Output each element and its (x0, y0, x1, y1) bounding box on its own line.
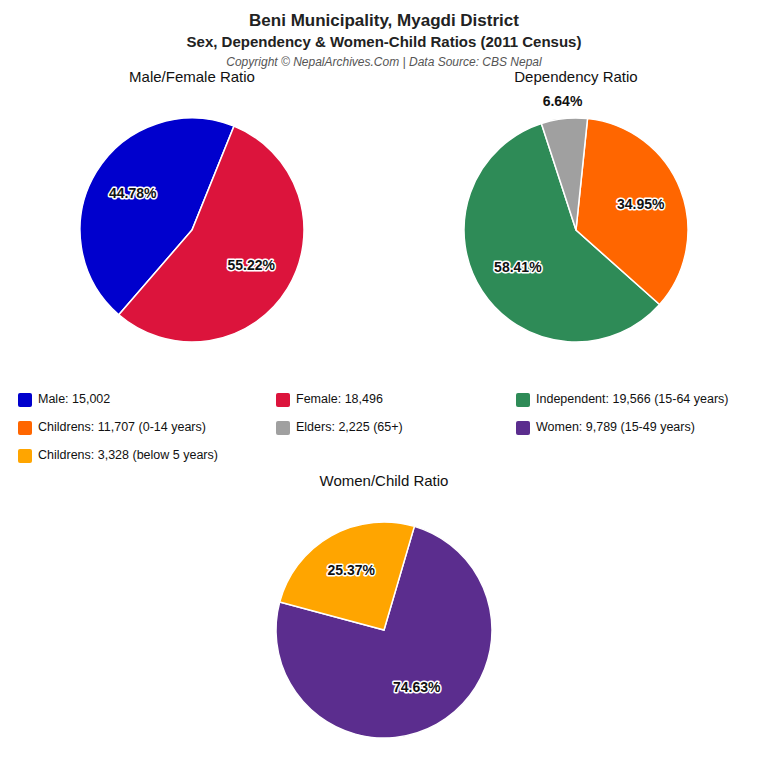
annotation: Copyright © NepalArchives.Com | Data Sou… (226, 55, 542, 69)
legend-swatch (516, 421, 530, 435)
legend-label: Women: 9,789 (15-49 years) (536, 420, 695, 434)
pie-title: Women/Child Ratio (320, 472, 449, 489)
legend-swatch (276, 393, 290, 407)
pie-slice (576, 119, 688, 305)
legend-label: Childrens: 3,328 (below 5 years) (38, 448, 218, 462)
pie-chart: Male/Female Ratio 44.78% 55.22% (80, 68, 304, 342)
data-labels: 74.63% 25.37% (327, 562, 441, 695)
legend-swatch (18, 393, 32, 407)
pie-chart: Dependency Ratio 58.41% 34.95% 6.64% (464, 68, 688, 342)
legend: Male: 15,002 Female: 18,496 Independent: 1… (18, 392, 729, 463)
data-label: 58.41% (494, 259, 542, 275)
data-labels: 44.78% 55.22% (109, 185, 276, 273)
heading: Beni Municipality, Myagdi District Sex, D… (187, 11, 582, 69)
legend-label: Childrens: 11,707 (0-14 years) (38, 420, 206, 434)
legend-label: Male: 15,002 (38, 392, 110, 406)
data-label: 44.78% (109, 185, 157, 201)
legend-label: Female: 18,496 (296, 392, 383, 406)
pie-slice (280, 522, 415, 630)
pie-title: Male/Female Ratio (129, 68, 255, 85)
legend-swatch (18, 449, 32, 463)
subtitle: Sex, Dependency & Women-Child Ratios (20… (187, 33, 582, 50)
legend-swatch (516, 393, 530, 407)
pie-title: Dependency Ratio (514, 68, 637, 85)
pie-slice (541, 118, 587, 230)
data-labels: 58.41% 34.95% 6.64% (494, 93, 665, 274)
data-label: 25.37% (327, 562, 375, 578)
legend-swatch (276, 421, 290, 435)
data-label: 34.95% (617, 196, 665, 212)
legend-swatch (18, 421, 32, 435)
chart: Beni Municipality, Myagdi District Sex, D… (0, 0, 768, 768)
legend-label: Independent: 19,566 (15-64 years) (536, 392, 729, 406)
title: Beni Municipality, Myagdi District (249, 11, 519, 30)
data-label: 6.64% (543, 93, 583, 109)
legend-label: Elders: 2,225 (65+) (296, 420, 403, 434)
data-label: 74.63% (393, 679, 441, 695)
data-label: 55.22% (228, 257, 276, 273)
pie-slice (119, 126, 304, 342)
pie-chart: Women/Child Ratio 74.63% 25.37% (276, 472, 492, 738)
page: Beni Municipality, Myagdi District Sex, D… (0, 0, 768, 768)
